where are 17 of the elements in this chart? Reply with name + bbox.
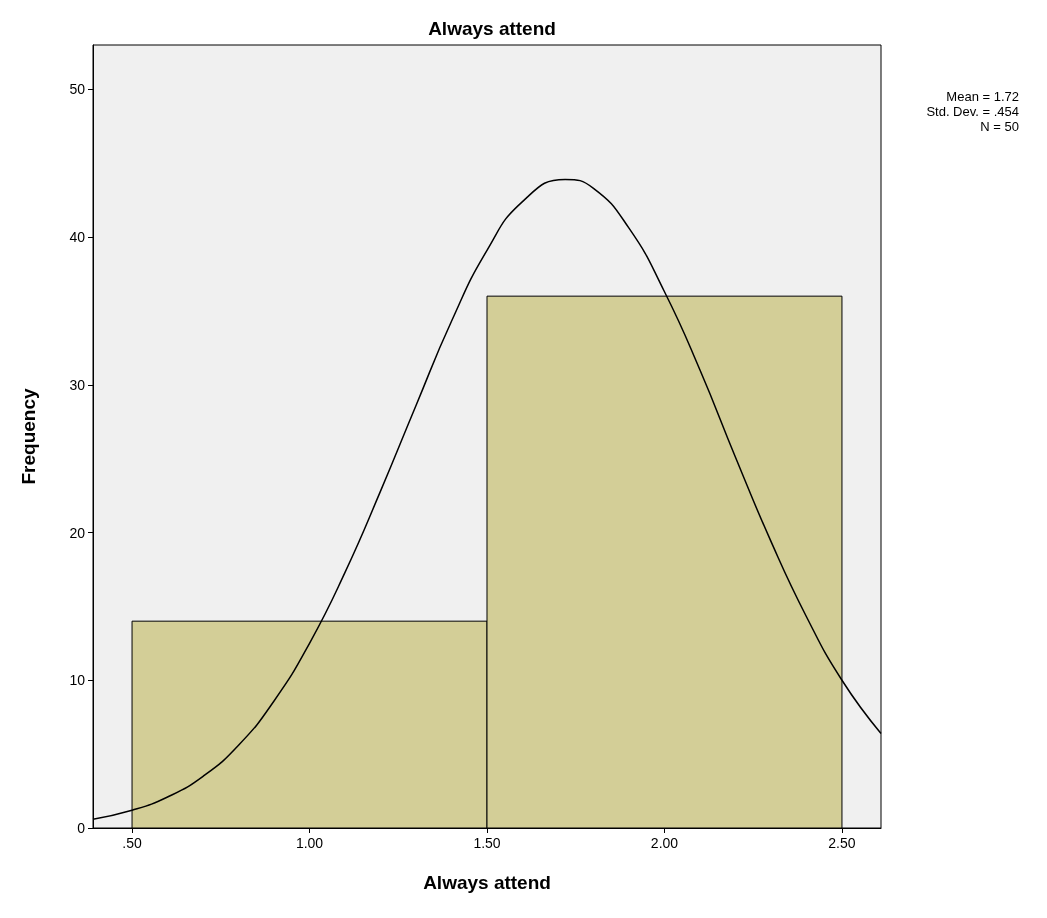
text: N = 50 (980, 119, 1020, 134)
y-tick-label: 30 (69, 376, 86, 393)
x-tick-label: 1.00 (295, 835, 324, 851)
y-tick-label: 20 (69, 524, 86, 541)
x-tick-label: 2.50 (828, 835, 856, 851)
y-tick-label: 40 (69, 229, 86, 246)
x-tick-label: 2.00 (650, 835, 679, 851)
y-tick-label: 50 (69, 81, 86, 98)
y-tick-label: 0 (77, 820, 86, 836)
y-tick-label: 10 (69, 672, 86, 689)
x-axis-title: Always attend (423, 872, 551, 893)
y-axis-title: Frequency (18, 388, 39, 485)
text: Mean = 1.72 (946, 89, 1019, 104)
chart-title: Always attend (428, 18, 556, 39)
text: Std. Dev. = .454 (926, 104, 1020, 119)
x-tick-label: .50 (122, 835, 142, 851)
x-tick-label: 1.50 (473, 835, 501, 851)
